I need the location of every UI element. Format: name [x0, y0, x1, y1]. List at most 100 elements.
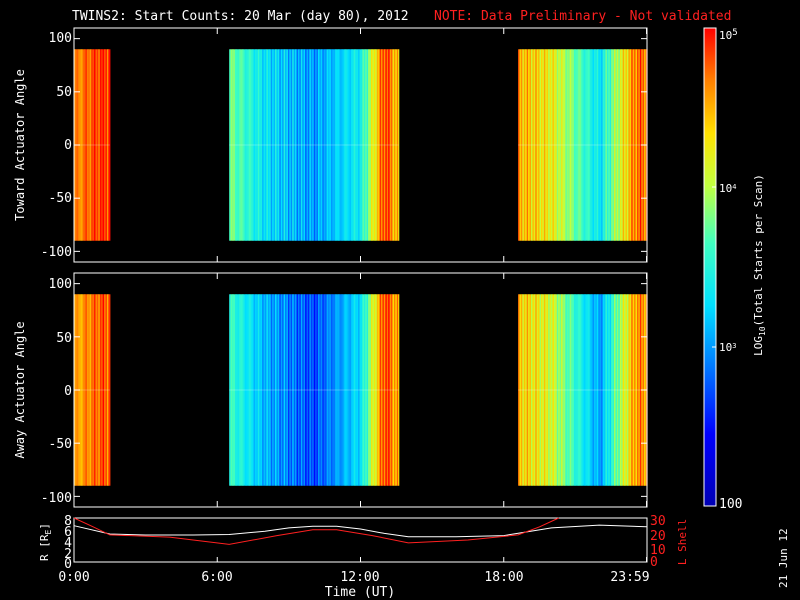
heatmap-cell: [88, 294, 91, 486]
heatmap-cell: [542, 294, 545, 486]
heatmap-cell: [265, 294, 268, 486]
heatmap-cell: [519, 49, 522, 241]
radius-ytick-label: 8: [64, 514, 72, 529]
heatmap-cell: [568, 49, 571, 241]
heatmap-cell: [91, 294, 94, 486]
heatmap-cell: [631, 294, 634, 486]
heatmap-cell: [569, 294, 572, 486]
heatmap-cell: [316, 49, 319, 241]
heatmap-cell: [398, 49, 400, 241]
heatmap-cell: [632, 294, 635, 486]
heatmap-cell: [283, 49, 286, 241]
away-ytick-label: 50: [56, 331, 72, 346]
heatmap-cell: [232, 49, 235, 241]
heatmap-cell: [523, 49, 526, 241]
heatmap-cell: [269, 294, 272, 486]
heatmap-cell: [551, 49, 554, 241]
heatmap-cell: [563, 49, 566, 241]
chart-note: NOTE: Data Preliminary - Not validated: [434, 9, 731, 24]
heatmap-cell: [615, 294, 618, 486]
heatmap-cell: [598, 49, 601, 241]
heatmap-cell: [368, 49, 371, 241]
colorbar-mid-label: 103: [719, 341, 736, 354]
heatmap-cell: [528, 49, 531, 241]
heatmap-cell: [303, 49, 306, 241]
heatmap-cell: [315, 49, 318, 241]
heatmap-cell: [356, 49, 359, 241]
heatmap-cell: [385, 49, 388, 241]
heatmap-cell: [86, 294, 89, 486]
heatmap-cell: [85, 294, 88, 486]
heatmap-cell: [329, 49, 332, 241]
heatmap-cell: [292, 49, 295, 241]
heatmap-cell: [318, 49, 321, 241]
heatmap-cell: [611, 49, 614, 241]
heatmap-cell: [391, 49, 394, 241]
radius-ytick-label: 4: [64, 536, 72, 551]
heatmap-cell: [636, 49, 639, 241]
heatmap-cell: [528, 294, 531, 486]
toward-ytick-label: 50: [56, 85, 72, 100]
heatmap-cell: [392, 49, 395, 241]
heatmap-cell: [612, 294, 615, 486]
heatmap-cell: [249, 294, 252, 486]
heatmap-cell: [232, 294, 235, 486]
heatmap-cell: [250, 294, 253, 486]
heatmap-cell: [349, 49, 352, 241]
heatmap-cell: [363, 294, 366, 486]
heatmap-cell: [615, 49, 618, 241]
heatmap-cell: [272, 49, 275, 241]
heatmap-cell: [530, 294, 533, 486]
heatmap-cell: [582, 294, 585, 486]
orbit-panel: 8 6 4 2 0 30 20 10 0 R [RE] L Shell 0:00…: [38, 514, 689, 600]
heatmap-cell: [277, 49, 280, 241]
heatmap-cell: [89, 49, 92, 241]
heatmap-cell: [371, 294, 374, 486]
heatmap-cell: [575, 294, 578, 486]
heatmap-cell: [269, 49, 272, 241]
heatmap-cell: [535, 49, 538, 241]
heatmap-cell: [609, 294, 612, 486]
heatmap-cell: [629, 294, 632, 486]
heatmap-cell: [552, 49, 555, 241]
heatmap-cell: [624, 294, 627, 486]
heatmap-cell: [340, 49, 343, 241]
heatmap-cell: [395, 49, 398, 241]
heatmap-cell: [253, 49, 256, 241]
heatmap-cell: [319, 294, 322, 486]
heatmap-cell: [106, 49, 109, 241]
heatmap-cell: [262, 49, 265, 241]
heatmap-cell: [553, 49, 556, 241]
heatmap-cell: [539, 49, 542, 241]
heatmap-cell: [336, 49, 339, 241]
heatmap-cell: [312, 49, 315, 241]
heatmap-cell: [583, 294, 586, 486]
heatmap-cell: [250, 49, 253, 241]
heatmap-cell: [579, 294, 582, 486]
heatmap-cell: [604, 294, 607, 486]
heatmap-cell: [322, 294, 325, 486]
time-xtick-label: 18:00: [484, 570, 523, 585]
heatmap-cell: [266, 49, 269, 241]
heatmap-cell: [519, 294, 522, 486]
heatmap-cell: [358, 49, 361, 241]
heatmap-cell: [315, 294, 318, 486]
heatmap-cell: [635, 49, 638, 241]
heatmap-cell: [376, 294, 379, 486]
heatmap-cell: [254, 294, 257, 486]
heatmap-cell: [573, 49, 576, 241]
heatmap-cell: [568, 294, 571, 486]
heatmap-cell: [303, 294, 306, 486]
heatmap-cell: [343, 294, 346, 486]
heatmap-cell: [569, 49, 572, 241]
heatmap-cell: [350, 49, 353, 241]
heatmap-cell: [293, 49, 296, 241]
heatmap-cell: [297, 49, 300, 241]
heatmap-cell: [639, 49, 642, 241]
heatmap-cell: [333, 294, 336, 486]
heatmap-cell: [333, 49, 336, 241]
heatmap-cell: [230, 49, 233, 241]
heatmap-cell: [352, 294, 355, 486]
heatmap-cell: [576, 49, 579, 241]
heatmap-cell: [92, 49, 95, 241]
